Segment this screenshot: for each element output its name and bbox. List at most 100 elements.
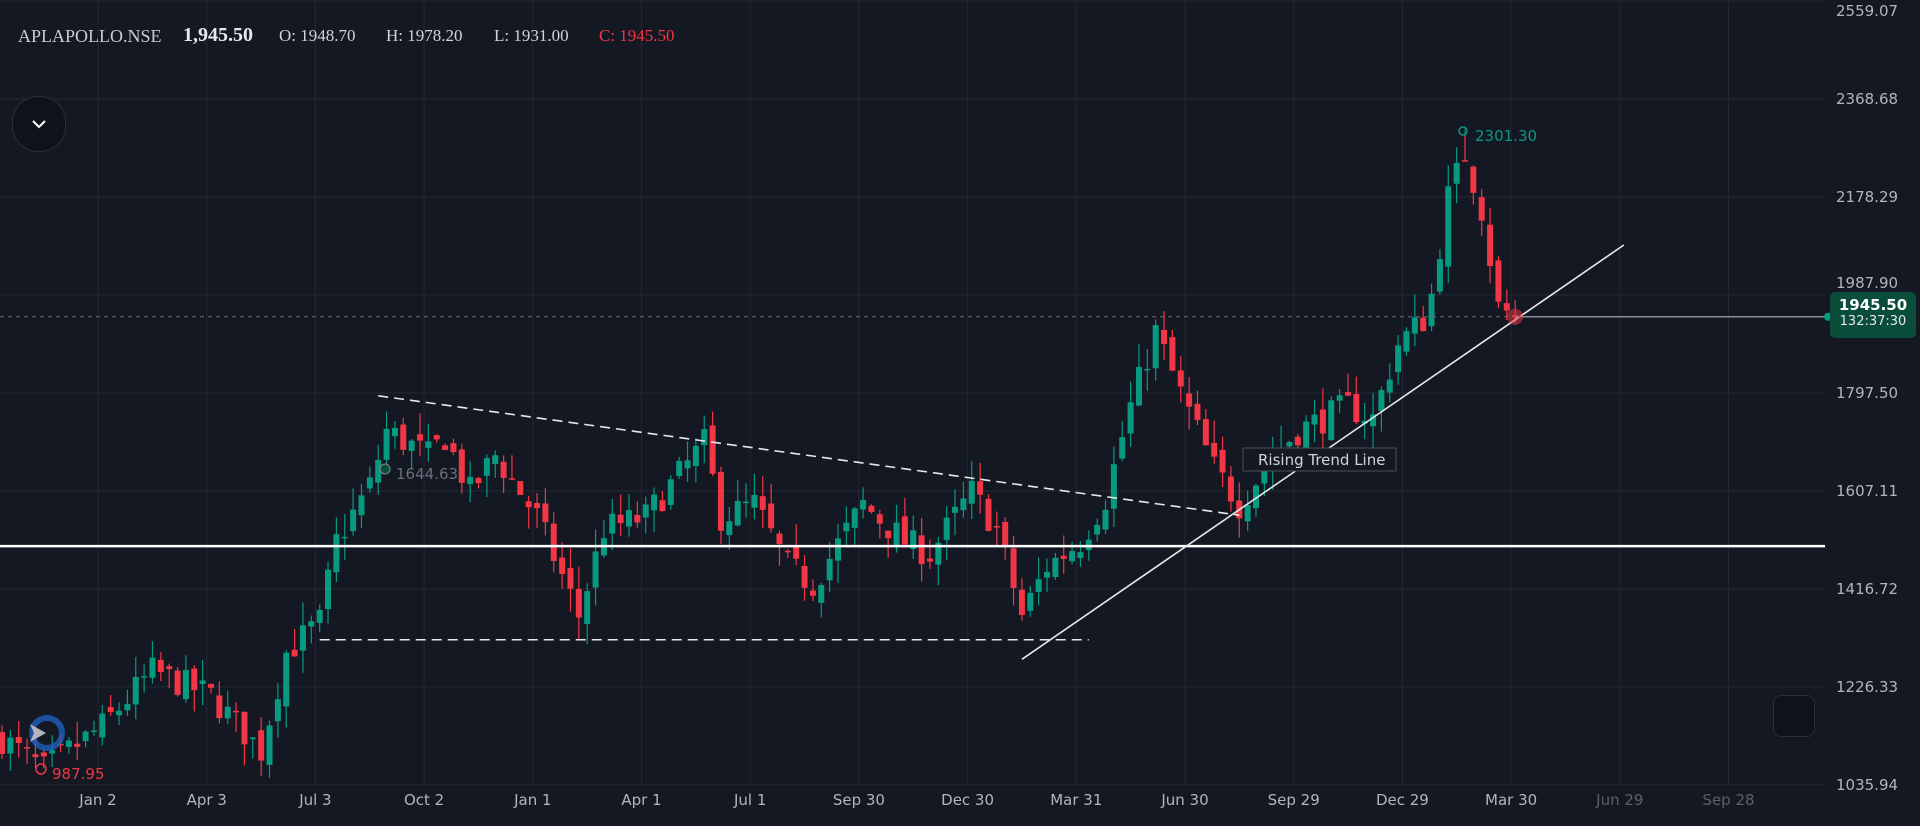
candle-down bbox=[400, 424, 407, 450]
candle-up bbox=[1311, 414, 1318, 425]
candle-down bbox=[918, 535, 925, 565]
candle-up bbox=[283, 652, 290, 707]
x-axis: Jan 2 Apr 3 Jul 3 Oct 2 Jan 1 Apr 1 Jul 1 Sep 3… bbox=[78, 791, 1754, 809]
candle-down bbox=[985, 498, 992, 531]
candle-up bbox=[49, 750, 56, 754]
candle-up bbox=[1110, 464, 1117, 509]
chart-settings-button[interactable] bbox=[1773, 695, 1815, 737]
collapse-legend-button[interactable] bbox=[12, 96, 66, 152]
candle-down bbox=[40, 752, 47, 757]
candle-up bbox=[843, 522, 850, 532]
high-value: H: 1978.20 bbox=[386, 26, 463, 45]
candle-down bbox=[24, 747, 31, 749]
candle-up bbox=[492, 455, 499, 465]
x-tick-label: Dec 30 bbox=[941, 791, 994, 809]
candle-down bbox=[567, 568, 574, 589]
candle-up bbox=[1386, 379, 1393, 393]
candle-down bbox=[768, 503, 775, 529]
candle-down bbox=[216, 695, 223, 719]
current-price: 1945.50 bbox=[1838, 296, 1908, 314]
drawings[interactable]: 2301.30 1644.63 987.95 Rising Trend Line bbox=[0, 126, 1832, 783]
candle-down bbox=[157, 659, 164, 672]
candle-down bbox=[1495, 260, 1502, 302]
candle-down bbox=[1462, 160, 1468, 162]
x-tick-label: Jul 1 bbox=[733, 791, 766, 809]
candle-up bbox=[1127, 402, 1134, 434]
candle-down bbox=[508, 478, 515, 480]
candle-up bbox=[274, 699, 281, 722]
candle-down bbox=[801, 565, 808, 588]
close-value: C: 1945.50 bbox=[599, 26, 675, 45]
bar-countdown: 132:37:30 bbox=[1839, 314, 1907, 329]
candle-down bbox=[450, 443, 457, 453]
candle-up bbox=[266, 725, 273, 765]
candle-down bbox=[442, 445, 449, 450]
candle-up bbox=[1119, 437, 1126, 459]
candle-down bbox=[1487, 224, 1494, 267]
candle-down bbox=[241, 711, 248, 745]
candle-up bbox=[316, 609, 323, 623]
candle-up bbox=[860, 499, 867, 510]
x-tick-label: Mar 31 bbox=[1050, 791, 1102, 809]
candle-down bbox=[1161, 329, 1168, 345]
y-tick-label: 2178.29 bbox=[1836, 188, 1898, 206]
current-price-tag: 1945.50 132:37:30 bbox=[1830, 292, 1916, 338]
low-marker bbox=[35, 763, 47, 775]
candle-up bbox=[124, 703, 131, 711]
x-tick-label: Apr 3 bbox=[187, 791, 227, 809]
candle-up bbox=[584, 591, 591, 624]
x-tick-label: Jun 29 bbox=[1595, 791, 1643, 809]
candle-down bbox=[542, 503, 549, 523]
candle-up bbox=[7, 737, 14, 754]
candle-up bbox=[1069, 551, 1076, 562]
candle-down bbox=[0, 732, 5, 755]
candle-down bbox=[174, 670, 181, 695]
candle-down bbox=[759, 496, 766, 510]
candle-down bbox=[1211, 442, 1218, 457]
candle-up bbox=[651, 494, 658, 511]
candle-up bbox=[1453, 162, 1460, 184]
candle-up bbox=[1035, 579, 1042, 593]
candle-up bbox=[132, 676, 139, 705]
open-value: O: 1948.70 bbox=[279, 26, 356, 45]
candle-up bbox=[1403, 331, 1410, 352]
candle-up bbox=[325, 569, 332, 610]
candle-up bbox=[341, 536, 348, 539]
candle-up bbox=[82, 731, 89, 742]
x-tick-label: Sep 28 bbox=[1702, 791, 1754, 809]
candle-down bbox=[517, 481, 524, 495]
y-axis: 2559.07 2368.68 2178.29 1987.90 1797.50 1607.… bbox=[1836, 2, 1898, 794]
candle-up bbox=[1253, 485, 1259, 509]
candle-up bbox=[1135, 366, 1142, 406]
candle-up bbox=[1411, 317, 1418, 334]
trend-label: Rising Trend Line bbox=[1258, 451, 1385, 469]
candles bbox=[0, 133, 1519, 778]
candle-up bbox=[350, 509, 357, 532]
candle-down bbox=[32, 754, 39, 758]
candle-up bbox=[835, 538, 841, 561]
candle-up bbox=[90, 730, 97, 733]
candle-up bbox=[1328, 400, 1335, 441]
candle-down bbox=[525, 501, 532, 508]
candle-up bbox=[960, 498, 967, 511]
x-tick-label: Oct 2 bbox=[404, 791, 444, 809]
candle-up bbox=[65, 740, 72, 747]
mid-marker bbox=[379, 463, 391, 475]
y-tick-label: 1987.90 bbox=[1836, 274, 1898, 292]
candle-up bbox=[1370, 414, 1377, 427]
price-scale-bg bbox=[1825, 0, 1920, 826]
candle-up bbox=[391, 427, 398, 437]
candle-down bbox=[166, 666, 173, 670]
candle-down bbox=[1010, 548, 1017, 588]
candle-down bbox=[475, 478, 482, 484]
candle-down bbox=[1294, 436, 1301, 446]
candle-up bbox=[299, 625, 306, 651]
x-tick-label: Sep 29 bbox=[1268, 791, 1320, 809]
y-tick-label: 2368.68 bbox=[1836, 90, 1898, 108]
candle-up bbox=[818, 585, 825, 603]
candle-up bbox=[1094, 524, 1101, 535]
candle-down bbox=[575, 588, 582, 618]
x-tick-label: Jun 30 bbox=[1160, 791, 1208, 809]
candle-down bbox=[191, 668, 198, 691]
